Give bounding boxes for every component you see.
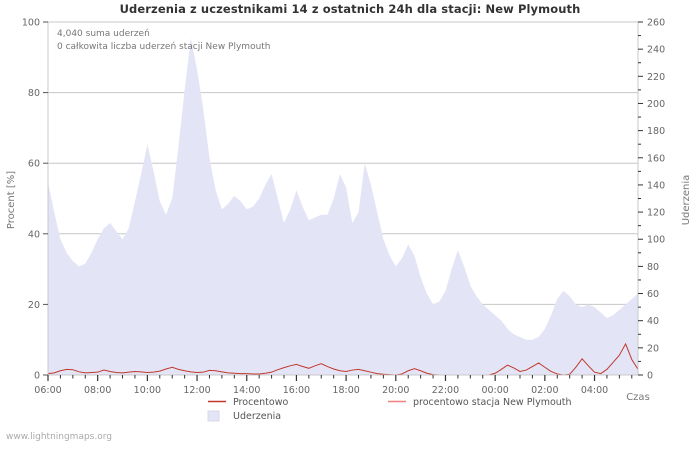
- y-axis-right-title: Uderzenia: [681, 175, 692, 226]
- svg-text:0: 0: [647, 371, 653, 382]
- svg-text:220: 220: [647, 72, 665, 83]
- svg-text:22:00: 22:00: [432, 385, 459, 396]
- svg-text:60: 60: [647, 289, 659, 300]
- svg-text:260: 260: [647, 18, 665, 29]
- svg-text:40: 40: [647, 316, 659, 327]
- svg-text:20:00: 20:00: [382, 385, 409, 396]
- y-axis-left: 0 20 40 60 80 100: [22, 18, 48, 382]
- strikes-area-series: [48, 38, 638, 375]
- y-axis-left-title: Procent [%]: [6, 171, 17, 229]
- svg-text:18:00: 18:00: [332, 385, 359, 396]
- legend-item[interactable]: procentowo stacja New Plymouth: [388, 397, 572, 408]
- svg-text:0: 0: [34, 371, 40, 382]
- annotation-station-total: 0 całkowita liczba uderzeń stacji New Pl…: [57, 42, 271, 52]
- svg-text:16:00: 16:00: [283, 385, 310, 396]
- svg-text:00:00: 00:00: [481, 385, 508, 396]
- svg-text:60: 60: [28, 159, 40, 170]
- svg-text:180: 180: [647, 126, 665, 137]
- chart-legend: Procentowo procentowo stacja New Plymouth…: [207, 397, 572, 422]
- svg-text:08:00: 08:00: [84, 385, 111, 396]
- chart-title: Uderzenia z uczestnikami 14 z ostatnich …: [119, 2, 581, 16]
- y-axis-right: 0 20 40 60 80 100 120 140 160 180 200 220 240 260: [638, 18, 665, 382]
- legend-item[interactable]: Uderzenia: [207, 410, 281, 422]
- svg-text:06:00: 06:00: [34, 385, 61, 396]
- svg-text:02:00: 02:00: [531, 385, 558, 396]
- svg-text:200: 200: [647, 99, 665, 110]
- svg-text:100: 100: [22, 18, 40, 29]
- svg-text:04:00: 04:00: [581, 385, 608, 396]
- footer-watermark: www.lightningmaps.org: [6, 432, 112, 442]
- x-axis-title: Czas: [626, 392, 650, 403]
- svg-text:100: 100: [647, 235, 665, 246]
- svg-text:14:00: 14:00: [233, 385, 260, 396]
- svg-text:160: 160: [647, 153, 665, 164]
- svg-text:80: 80: [28, 88, 40, 99]
- svg-text:10:00: 10:00: [134, 385, 161, 396]
- svg-text:20: 20: [647, 343, 659, 354]
- svg-text:140: 140: [647, 180, 665, 191]
- svg-text:12:00: 12:00: [183, 385, 210, 396]
- legend-label: Procentowo: [233, 397, 288, 408]
- svg-text:120: 120: [647, 208, 665, 219]
- annotation-total: 4,040 suma uderzeń: [57, 29, 150, 39]
- legend-item[interactable]: Procentowo: [208, 397, 288, 408]
- legend-label: procentowo stacja New Plymouth: [413, 397, 572, 408]
- legend-label: Uderzenia: [233, 411, 281, 422]
- svg-text:240: 240: [647, 45, 665, 56]
- svg-text:80: 80: [647, 262, 659, 273]
- x-axis: 06:00 08:00 10:00 12:00 14:00 16:00 18:00 20:00…: [34, 375, 633, 396]
- percent-line-series: [47, 342, 639, 376]
- svg-text:40: 40: [28, 229, 40, 240]
- svg-text:20: 20: [28, 300, 40, 311]
